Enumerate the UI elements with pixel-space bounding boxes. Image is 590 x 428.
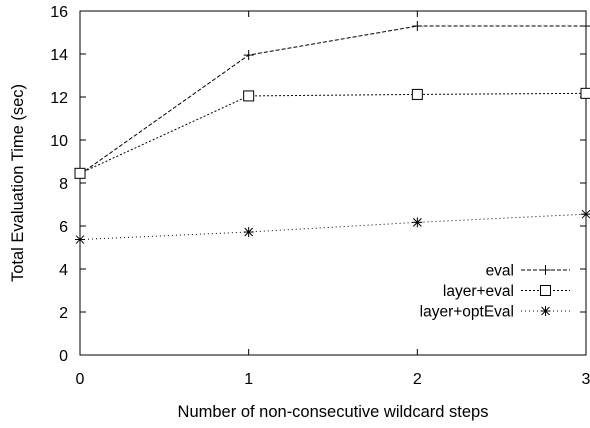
data-point (580, 87, 590, 99)
data-point (411, 88, 423, 100)
series-layer-eval (74, 87, 590, 179)
legend-swatch-marker (540, 265, 551, 275)
data-point (75, 234, 85, 245)
legend-swatch-marker (540, 306, 551, 316)
y-tick-label: 0 (59, 348, 68, 365)
series-layer-opteval (75, 209, 590, 245)
legend-entry: eval (486, 263, 570, 280)
series-eval (75, 21, 590, 180)
y-tick-label: 16 (50, 4, 68, 21)
data-point (412, 21, 423, 32)
data-point (581, 21, 590, 32)
x-tick-label: 3 (582, 371, 590, 388)
y-tick-label: 8 (59, 176, 68, 193)
y-tick-label: 4 (59, 262, 68, 279)
data-point (581, 209, 590, 220)
legend-entry: layer+optEval (420, 304, 570, 321)
y-tick-label: 14 (50, 47, 68, 64)
legend-label: layer+optEval (420, 304, 514, 321)
x-tick-label: 0 (76, 371, 85, 388)
series-layer (74, 21, 590, 245)
x-tick-label: 2 (413, 371, 422, 388)
series-line (79, 213, 587, 241)
data-point (243, 227, 254, 238)
legend-label: layer+eval (443, 283, 514, 300)
legend: eval layer+eval layer+optEval (420, 263, 570, 321)
y-tick-label: 12 (50, 90, 68, 107)
x-tick-label: 1 (244, 371, 253, 388)
series-line (79, 92, 587, 174)
legend-swatch-marker (540, 285, 551, 296)
legend-entry: layer+eval (443, 283, 570, 300)
series-line (79, 25, 586, 175)
x-axis-title: Number of non-consecutive wildcard steps (178, 403, 489, 421)
y-tick-label: 6 (59, 219, 68, 236)
y-tick-label: 2 (59, 305, 68, 322)
y-tick-label: 10 (50, 133, 68, 150)
data-point (243, 50, 254, 61)
legend-label: eval (486, 263, 514, 280)
y-axis-title: Total Evaluation Time (sec) (9, 84, 27, 282)
data-point (412, 217, 423, 228)
data-point (74, 167, 86, 179)
data-point (243, 90, 255, 102)
